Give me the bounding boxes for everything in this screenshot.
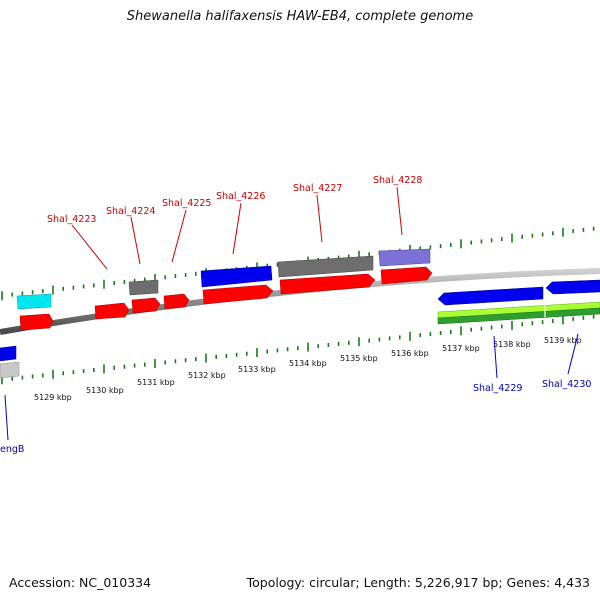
reverse-feature-track xyxy=(0,279,600,379)
tick-label-5139: 5139 kbp xyxy=(544,336,582,345)
leader-shal-4225 xyxy=(171,209,187,263)
gene-arrow-shal-4229[interactable] xyxy=(437,286,544,306)
lime-feature[interactable] xyxy=(437,301,600,319)
tick-label-group: 5129 kbp 5130 kbp 5131 kbp 5132 kbp 5133… xyxy=(34,336,582,402)
outer-tick-scale xyxy=(1,226,595,301)
label-shal-4227: Shal_4227 xyxy=(293,183,342,194)
label-shal-4226: Shal_4226 xyxy=(216,191,265,202)
blue-feature-fwd[interactable] xyxy=(200,265,273,288)
inner-tick-scale xyxy=(1,314,595,385)
tick-label-5130: 5130 kbp xyxy=(86,386,124,395)
tick-label-5129: 5129 kbp xyxy=(34,393,72,402)
label-shal-4223: Shal_4223 xyxy=(47,214,96,225)
cyan-feature[interactable] xyxy=(16,293,52,310)
leader-shal-4230 xyxy=(567,333,579,375)
label-shal-4225: Shal_4225 xyxy=(162,198,211,209)
label-shal-4229: Shal_4229 xyxy=(473,383,522,394)
leader-shal-4227 xyxy=(316,194,323,243)
gene-arrow-shal-4227[interactable] xyxy=(279,273,376,295)
reverse-label-group: Shal_4229 Shal_4230 engB xyxy=(0,333,591,455)
gene-arrow-shal-4223[interactable] xyxy=(94,302,130,320)
tick-label-5132: 5132 kbp xyxy=(188,371,226,380)
map-title: Shewanella halifaxensis HAW-EB4, complet… xyxy=(126,9,474,24)
tick-label-5136: 5136 kbp xyxy=(391,349,429,358)
label-shal-4224: Shal_4224 xyxy=(106,206,155,217)
tick-label-5133: 5133 kbp xyxy=(238,365,276,374)
tick-label-5134: 5134 kbp xyxy=(289,359,327,368)
forward-feature-track xyxy=(16,248,433,331)
accession-label: Accession: NC_010334 xyxy=(9,575,152,590)
leader-shal-4226 xyxy=(232,202,242,255)
leader-shal-4223 xyxy=(71,224,108,270)
tick-label-5131: 5131 kbp xyxy=(137,378,175,387)
label-engb: engB xyxy=(0,444,24,455)
grey-feature-b[interactable] xyxy=(277,255,374,278)
gene-arrow-shal-4226[interactable] xyxy=(202,284,274,305)
tick-label-5137: 5137 kbp xyxy=(442,344,480,353)
gene-arrow-shal-4230[interactable] xyxy=(545,279,600,295)
genome-summary: Topology: circular; Length: 5,226,917 bp… xyxy=(246,575,590,590)
gene-arrow-shal-4224[interactable] xyxy=(131,297,161,314)
leader-engb xyxy=(4,394,9,441)
leader-shal-4224 xyxy=(130,216,141,265)
tick-label-5135: 5135 kbp xyxy=(340,354,378,363)
forward-label-group: Shal_4223 Shal_4224 Shal_4225 Shal_4226 … xyxy=(47,175,422,270)
label-shal-4230: Shal_4230 xyxy=(542,379,591,390)
tick-label-5138: 5138 kbp xyxy=(493,340,531,349)
grey-feature-a[interactable] xyxy=(128,279,159,296)
green-feature[interactable] xyxy=(437,307,600,325)
label-shal-4228: Shal_4228 xyxy=(373,175,422,186)
leader-shal-4229 xyxy=(493,335,498,379)
light-grey-feature[interactable] xyxy=(0,361,20,379)
gene-arrow-left-partial[interactable] xyxy=(19,313,54,331)
gene-arrow-shal-4228[interactable] xyxy=(380,266,433,285)
gene-arrow-engb[interactable] xyxy=(0,345,17,362)
gene-arrow-shal-4225[interactable] xyxy=(163,293,190,310)
purple-feature[interactable] xyxy=(378,248,431,267)
leader-shal-4228 xyxy=(396,186,403,236)
